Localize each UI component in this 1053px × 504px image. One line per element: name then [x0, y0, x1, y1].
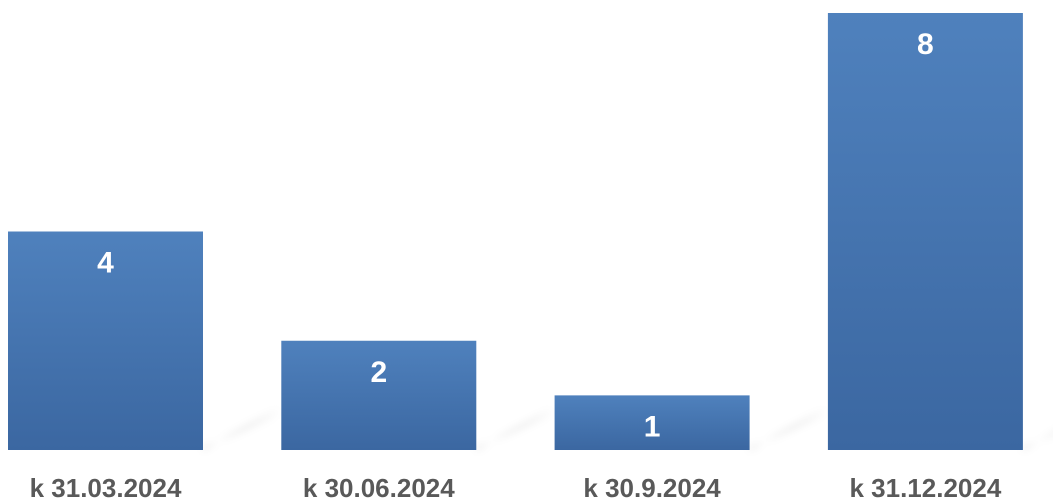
bar: [281, 340, 477, 450]
data-label: 4: [97, 247, 114, 280]
bar-shadow: [1022, 433, 1053, 450]
data-label: 2: [370, 356, 387, 389]
data-label: 8: [917, 28, 934, 61]
bar: [827, 13, 1023, 450]
category-label: k 30.06.2024: [303, 473, 455, 503]
data-label: 1: [644, 410, 661, 443]
bar: [554, 395, 750, 450]
bar-shadow: [476, 406, 555, 450]
category-label: k 31.03.2024: [30, 473, 182, 503]
bar-shadow: [203, 406, 281, 450]
category-label: k 31.12.2024: [849, 473, 1001, 503]
bar-shadow: [749, 406, 828, 450]
bar: [8, 231, 203, 450]
category-label: k 30.9.2024: [583, 473, 721, 503]
